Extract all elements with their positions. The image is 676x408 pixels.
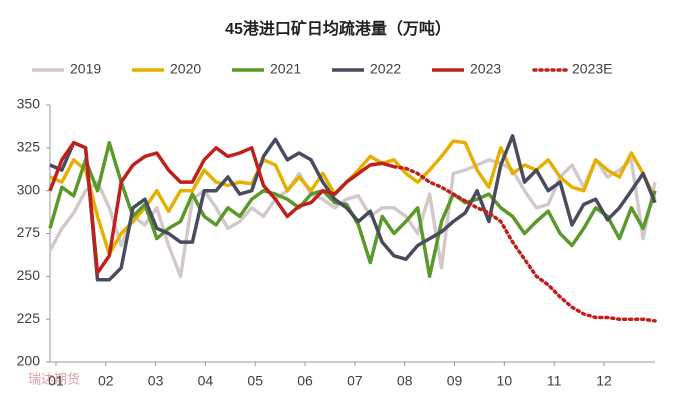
x-tick-label: 01: [48, 373, 64, 389]
y-tick-label: 225: [17, 310, 41, 326]
legend-label: 2019: [70, 61, 101, 77]
x-tick-label: 04: [198, 373, 214, 389]
y-tick-label: 350: [17, 96, 41, 112]
x-tick-label: 06: [297, 373, 313, 389]
x-tick-label: 07: [347, 373, 363, 389]
x-tick-label: 09: [447, 373, 463, 389]
y-tick-label: 300: [17, 181, 41, 197]
legend-label: 2023: [470, 61, 501, 77]
x-tick-label: 08: [397, 373, 413, 389]
legend-label: 2023E: [572, 61, 612, 77]
y-tick-label: 200: [17, 353, 41, 369]
chart-title: 45港进口矿日均疏港量（万吨）: [225, 19, 451, 38]
x-tick-label: 02: [98, 373, 114, 389]
y-tick-label: 250: [17, 267, 41, 283]
logo: 瑞达期货: [28, 371, 80, 386]
series-line: [49, 134, 657, 282]
series-line: [392, 164, 657, 323]
x-tick-label: 05: [247, 373, 263, 389]
legend-label: 2022: [370, 61, 401, 77]
series-line: [48, 140, 657, 279]
x-tick-label: 10: [497, 373, 513, 389]
x-tick-label: 12: [596, 373, 612, 389]
y-tick-label: 325: [17, 139, 41, 155]
series-line: [48, 140, 395, 275]
x-tick-label: 11: [547, 373, 562, 389]
legend-label: 2021: [270, 61, 301, 77]
x-tick-label: 03: [148, 373, 164, 389]
legend-label: 2020: [170, 61, 201, 77]
y-tick-label: 275: [17, 224, 41, 240]
